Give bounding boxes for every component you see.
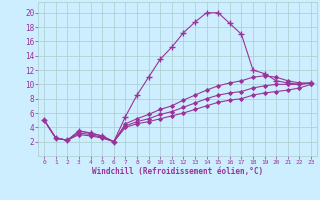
X-axis label: Windchill (Refroidissement éolien,°C): Windchill (Refroidissement éolien,°C)	[92, 167, 263, 176]
